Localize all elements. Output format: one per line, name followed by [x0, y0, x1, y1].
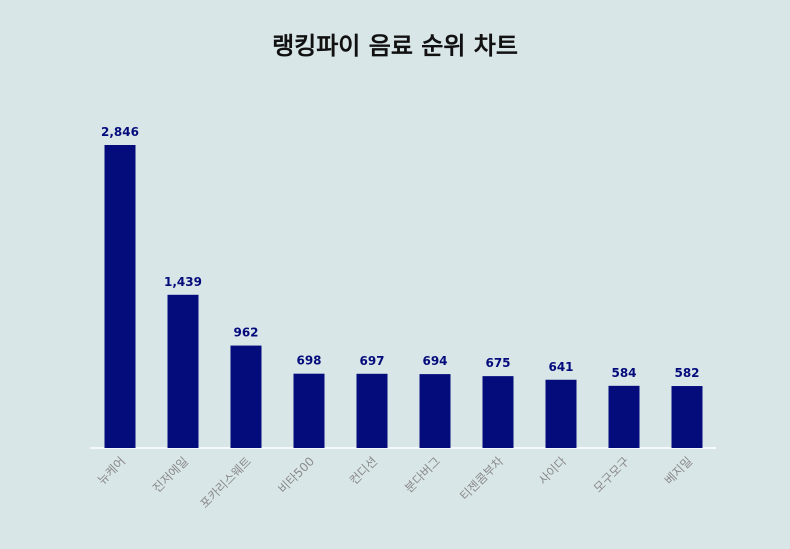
x-tick-label-9: 모구모구 — [591, 454, 632, 495]
data-label-4: 698 — [296, 354, 321, 368]
data-label-6: 694 — [422, 354, 447, 368]
data-label-1: 2,846 — [101, 125, 139, 139]
bar-10 — [671, 386, 703, 448]
data-label-8: 641 — [548, 360, 573, 374]
x-tick-label-10: 베지밀 — [662, 454, 695, 487]
bar-5 — [356, 373, 388, 448]
x-tick-label-8: 사이다 — [536, 454, 569, 487]
bar-6 — [419, 374, 451, 448]
x-tick-label-3: 포카리스웨트 — [197, 454, 254, 511]
x-tick-label-1: 뉴케어 — [95, 454, 128, 487]
data-label-5: 697 — [359, 354, 384, 368]
chart-title: 랭킹파이 음료 순위 차트 — [272, 32, 518, 60]
data-label-7: 675 — [485, 356, 510, 370]
bar-2 — [167, 294, 199, 448]
data-label-2: 1,439 — [164, 275, 202, 289]
bar-8 — [545, 379, 577, 448]
bar-9 — [608, 385, 640, 448]
data-label-3: 962 — [233, 326, 258, 340]
x-tick-label-7: 티젠콤부차 — [457, 454, 506, 503]
bar-3 — [230, 345, 262, 448]
bar-7 — [482, 376, 514, 448]
bar-1 — [104, 145, 136, 448]
x-tick-label-2: 진저에일 — [150, 454, 191, 495]
x-tick-label-4: 비타500 — [275, 454, 317, 496]
data-label-10: 582 — [674, 366, 699, 380]
data-label-9: 584 — [611, 366, 636, 380]
x-tick-label-5: 컨디션 — [347, 454, 380, 487]
bar-4 — [293, 373, 325, 448]
x-tick-label-6: 분다버그 — [402, 454, 443, 495]
